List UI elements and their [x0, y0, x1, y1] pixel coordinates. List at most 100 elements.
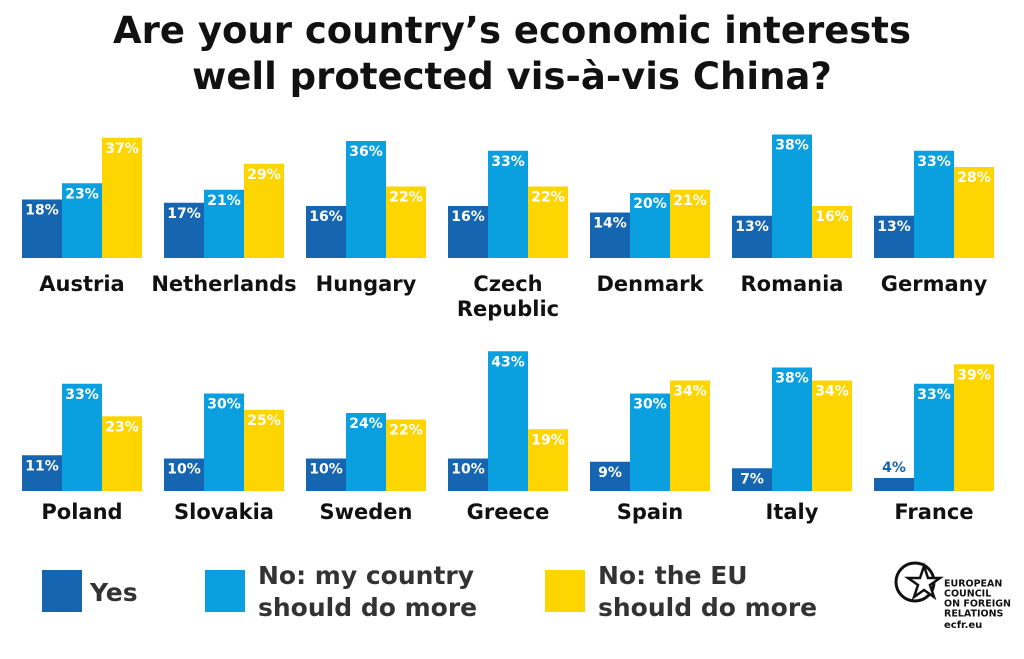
logo-url: ecfr.eu	[944, 620, 982, 631]
bar	[204, 189, 244, 258]
value-label: 13%	[877, 219, 911, 235]
bar	[874, 478, 914, 491]
value-label: 19%	[531, 432, 565, 448]
bar	[164, 458, 204, 491]
value-label: 33%	[917, 387, 951, 403]
bar	[244, 163, 284, 258]
logo	[894, 561, 944, 603]
value-label: 34%	[815, 384, 849, 400]
bar	[386, 419, 426, 491]
bar	[62, 183, 102, 258]
logo-text: ON FOREIGN	[944, 599, 1011, 610]
bar	[670, 189, 710, 258]
value-label: 16%	[451, 209, 485, 225]
value-label: 17%	[167, 206, 201, 222]
category-label: Netherlands	[151, 272, 296, 296]
bar	[346, 141, 386, 258]
logo-text: COUNCIL	[944, 589, 991, 600]
bar	[448, 206, 488, 258]
value-label: 37%	[105, 141, 139, 157]
value-label: 43%	[491, 354, 525, 370]
legend-swatch	[205, 570, 245, 612]
bar	[812, 380, 852, 491]
legend-label: No: the EU should do more	[598, 561, 817, 622]
bar	[488, 150, 528, 258]
category-label: Romania	[741, 272, 844, 296]
value-label: 23%	[65, 186, 99, 202]
value-label: 10%	[167, 462, 201, 478]
value-label: 30%	[207, 397, 241, 413]
value-label: 21%	[673, 193, 707, 209]
value-label: 33%	[491, 154, 525, 170]
value-label: 33%	[65, 387, 99, 403]
bar	[630, 393, 670, 491]
bar	[244, 409, 284, 491]
value-label: 20%	[633, 196, 667, 212]
bar	[22, 455, 62, 491]
bar	[488, 351, 528, 491]
logo-star	[904, 562, 944, 601]
bar	[630, 193, 670, 258]
value-label: 21%	[207, 193, 241, 209]
bar	[914, 150, 954, 258]
category-label: Austria	[39, 272, 124, 296]
bar	[62, 383, 102, 491]
bar	[386, 186, 426, 258]
value-label: 22%	[531, 190, 565, 206]
legend-swatch	[42, 570, 82, 612]
category-label: Greece	[467, 500, 550, 524]
bar	[772, 134, 812, 258]
bar	[732, 215, 772, 258]
value-label: 38%	[775, 371, 809, 387]
bar	[772, 367, 812, 491]
value-label: 24%	[349, 416, 383, 432]
bar	[954, 167, 994, 258]
bar	[914, 383, 954, 491]
value-label: 7%	[740, 471, 764, 487]
category-label: Spain	[617, 500, 683, 524]
category-label: Germany	[881, 272, 988, 296]
value-label: 16%	[815, 209, 849, 225]
chart-title: Are your country’s economic interests wel…	[113, 9, 911, 98]
bar	[164, 202, 204, 258]
legend-label: No: my country should do more	[258, 561, 477, 622]
bar	[670, 380, 710, 491]
category-label: Hungary	[316, 272, 417, 296]
legend-swatch	[545, 570, 585, 612]
bar	[528, 429, 568, 491]
value-label: 36%	[349, 144, 383, 160]
bar	[812, 206, 852, 258]
bar	[448, 458, 488, 491]
value-label: 16%	[309, 209, 343, 225]
value-label: 38%	[775, 138, 809, 154]
bar	[954, 364, 994, 491]
bar	[346, 413, 386, 491]
category-label: Czech Republic	[457, 272, 559, 321]
value-label: 10%	[451, 462, 485, 478]
value-label: 29%	[247, 167, 281, 183]
bar	[306, 458, 346, 491]
category-label: Poland	[41, 500, 122, 524]
value-label: 13%	[735, 219, 769, 235]
bar	[590, 212, 630, 258]
category-label: Slovakia	[174, 500, 274, 524]
value-label: 22%	[389, 190, 423, 206]
category-label: Italy	[766, 500, 819, 524]
value-label: 33%	[917, 154, 951, 170]
bar	[306, 206, 346, 258]
value-label: 10%	[309, 462, 343, 478]
bar	[204, 393, 244, 491]
bar	[102, 416, 142, 491]
value-label: 25%	[247, 413, 281, 429]
category-label: Sweden	[320, 500, 413, 524]
value-label: 18%	[25, 203, 59, 219]
bar	[732, 468, 772, 491]
logo-text: EUROPEAN	[944, 579, 1002, 590]
bar	[874, 215, 914, 258]
value-label: 34%	[673, 384, 707, 400]
bar	[528, 186, 568, 258]
bar	[590, 461, 630, 491]
category-label: France	[894, 500, 973, 524]
value-label: 4%	[882, 460, 906, 476]
